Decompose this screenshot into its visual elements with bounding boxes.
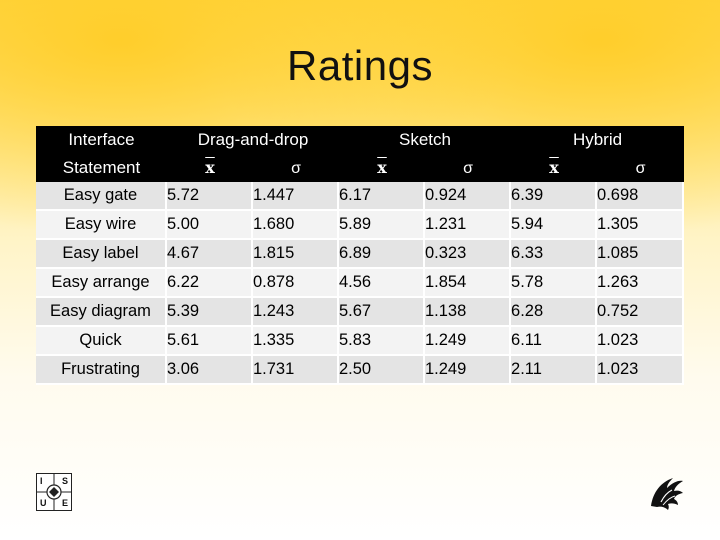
mean-cell: 5.89 bbox=[339, 211, 425, 240]
mean-cell: 3.06 bbox=[167, 356, 253, 385]
header-mean: x bbox=[167, 154, 253, 182]
header-mean: x bbox=[511, 154, 598, 182]
slide-title: Ratings bbox=[287, 42, 433, 89]
mean-cell: 5.72 bbox=[167, 182, 253, 211]
statement-cell: Quick bbox=[36, 327, 167, 356]
header-group-drag-and-drop: Drag-and-drop bbox=[167, 126, 339, 154]
table-row: Easy diagram 5.39 1.243 5.67 1.138 6.28 0.752 bbox=[36, 298, 685, 327]
pegasus-logo-icon bbox=[651, 478, 683, 510]
ratings-table: Interface Drag-and-drop Sketch Hybrid St… bbox=[36, 126, 685, 385]
sd-cell: 1.731 bbox=[253, 356, 339, 385]
mean-cell: 4.56 bbox=[339, 269, 425, 298]
table-body: Easy gate 5.72 1.447 6.17 0.924 6.39 0.698 Easy… bbox=[36, 182, 685, 385]
sd-cell: 1.138 bbox=[425, 298, 512, 327]
sd-cell: 1.085 bbox=[597, 240, 685, 269]
header-row-statement: Statement x σ x σ x σ bbox=[36, 154, 685, 182]
sd-cell: 0.698 bbox=[597, 182, 685, 211]
mean-cell: 5.83 bbox=[339, 327, 425, 356]
mean-cell: 6.22 bbox=[167, 269, 253, 298]
mean-symbol: x bbox=[205, 158, 215, 177]
header-sd: σ bbox=[425, 154, 512, 182]
sd-cell: 0.878 bbox=[253, 269, 339, 298]
header-mean: x bbox=[339, 154, 425, 182]
sd-cell: 1.249 bbox=[425, 327, 512, 356]
statement-cell: Easy diagram bbox=[36, 298, 167, 327]
logo-letter: U bbox=[40, 498, 47, 508]
table-row: Easy arrange 6.22 0.878 4.56 1.854 5.78 1.263 bbox=[36, 269, 685, 298]
mean-cell: 6.11 bbox=[511, 327, 598, 356]
logo-letter: I bbox=[40, 476, 43, 486]
sd-cell: 1.231 bbox=[425, 211, 512, 240]
header-interface: Interface bbox=[36, 126, 167, 154]
sd-cell: 1.023 bbox=[597, 327, 685, 356]
mean-symbol: x bbox=[549, 158, 559, 177]
logo-letter: E bbox=[61, 498, 68, 508]
mean-cell: 4.67 bbox=[167, 240, 253, 269]
statement-cell: Easy gate bbox=[36, 182, 167, 211]
statement-cell: Frustrating bbox=[36, 356, 167, 385]
mean-cell: 5.00 bbox=[167, 211, 253, 240]
sd-cell: 1.447 bbox=[253, 182, 339, 211]
header-group-hybrid: Hybrid bbox=[511, 126, 685, 154]
sd-cell: 1.249 bbox=[425, 356, 512, 385]
sd-cell: 1.305 bbox=[597, 211, 685, 240]
mean-symbol: x bbox=[377, 158, 387, 177]
logo-letter: S bbox=[61, 476, 68, 486]
mean-cell: 5.94 bbox=[511, 211, 598, 240]
sd-cell: 1.680 bbox=[253, 211, 339, 240]
sd-cell: 0.752 bbox=[597, 298, 685, 327]
sd-cell: 1.854 bbox=[425, 269, 512, 298]
sd-cell: 1.243 bbox=[253, 298, 339, 327]
table-row: Easy gate 5.72 1.447 6.17 0.924 6.39 0.698 bbox=[36, 182, 685, 211]
mean-cell: 5.67 bbox=[339, 298, 425, 327]
mean-cell: 5.61 bbox=[167, 327, 253, 356]
sd-symbol: σ bbox=[463, 160, 473, 177]
mean-cell: 6.89 bbox=[339, 240, 425, 269]
statement-cell: Easy wire bbox=[36, 211, 167, 240]
statement-cell: Easy arrange bbox=[36, 269, 167, 298]
header-sd: σ bbox=[253, 154, 339, 182]
mean-cell: 6.17 bbox=[339, 182, 425, 211]
mean-cell: 6.39 bbox=[511, 182, 598, 211]
header-statement: Statement bbox=[36, 154, 167, 182]
header-row-interface: Interface Drag-and-drop Sketch Hybrid bbox=[36, 126, 685, 154]
mean-cell: 5.78 bbox=[511, 269, 598, 298]
sd-cell: 1.815 bbox=[253, 240, 339, 269]
header-sd: σ bbox=[597, 154, 685, 182]
sd-cell: 0.323 bbox=[425, 240, 512, 269]
mean-cell: 2.50 bbox=[339, 356, 425, 385]
mean-cell: 5.39 bbox=[167, 298, 253, 327]
table-row: Easy label 4.67 1.815 6.89 0.323 6.33 1.085 bbox=[36, 240, 685, 269]
table-row: Frustrating 3.06 1.731 2.50 1.249 2.11 1.023 bbox=[36, 356, 685, 385]
isue-logo-graphic bbox=[37, 474, 71, 510]
header-group-sketch: Sketch bbox=[339, 126, 512, 154]
mean-cell: 2.11 bbox=[511, 356, 598, 385]
sd-cell: 1.023 bbox=[597, 356, 685, 385]
sd-cell: 1.263 bbox=[597, 269, 685, 298]
sd-symbol: σ bbox=[291, 160, 301, 177]
mean-cell: 6.28 bbox=[511, 298, 598, 327]
statement-cell: Easy label bbox=[36, 240, 167, 269]
table-row: Easy wire 5.00 1.680 5.89 1.231 5.94 1.305 bbox=[36, 211, 685, 240]
mean-cell: 6.33 bbox=[511, 240, 598, 269]
sd-symbol: σ bbox=[635, 160, 646, 177]
sd-cell: 0.924 bbox=[425, 182, 512, 211]
sd-cell: 1.335 bbox=[253, 327, 339, 356]
table-row: Quick 5.61 1.335 5.83 1.249 6.11 1.023 bbox=[36, 327, 685, 356]
isue-logo-icon: I S U E bbox=[36, 473, 72, 511]
